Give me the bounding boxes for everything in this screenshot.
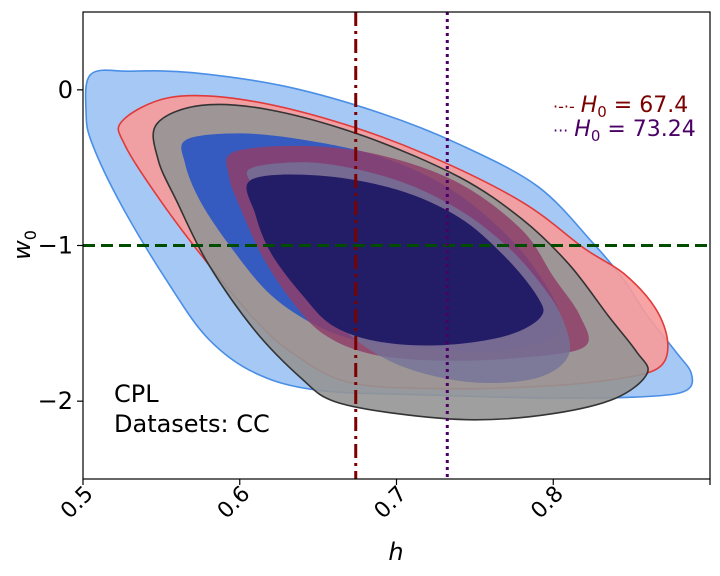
legend-symbol: H <box>574 117 591 142</box>
x-tick-label: 0.6 <box>213 482 255 524</box>
legend-marker-dotted: ··· <box>553 121 568 140</box>
legend-symbol-sub: 0 <box>597 103 607 121</box>
legend-value: = 67.4 <box>607 93 688 118</box>
legend-value: = 73.24 <box>600 117 695 142</box>
y-axis-label: w0 <box>8 230 40 260</box>
y-tick-label: −2 <box>38 387 73 415</box>
legend-entry-h0-planck: ·-·- H0 = 67.4 <box>553 93 688 121</box>
x-tick-label: 0.5 <box>56 482 98 524</box>
annotation-datasets: Datasets: CC <box>114 410 270 438</box>
x-tick-label: 0.8 <box>526 482 568 524</box>
legend-symbol-sub: 0 <box>591 127 601 145</box>
y-tick-label: 0 <box>58 76 73 104</box>
y-tick-label: −1 <box>38 232 73 260</box>
x-tick-label: 0.7 <box>370 482 412 524</box>
contour-regions <box>84 69 694 421</box>
contour-navy-core <box>246 174 544 346</box>
legend-marker-dashdot: ·-·- <box>553 97 575 116</box>
legend-entry-h0-shoes: ··· H0 = 73.24 <box>553 117 696 145</box>
reference-lines <box>83 12 710 479</box>
x-axis-label: h <box>388 538 403 566</box>
legend-symbol: H <box>581 93 598 118</box>
legend: ·-·- H0 = 67.4 ··· H0 = 73.24 <box>553 93 696 145</box>
annotation-model: CPL <box>114 380 159 408</box>
